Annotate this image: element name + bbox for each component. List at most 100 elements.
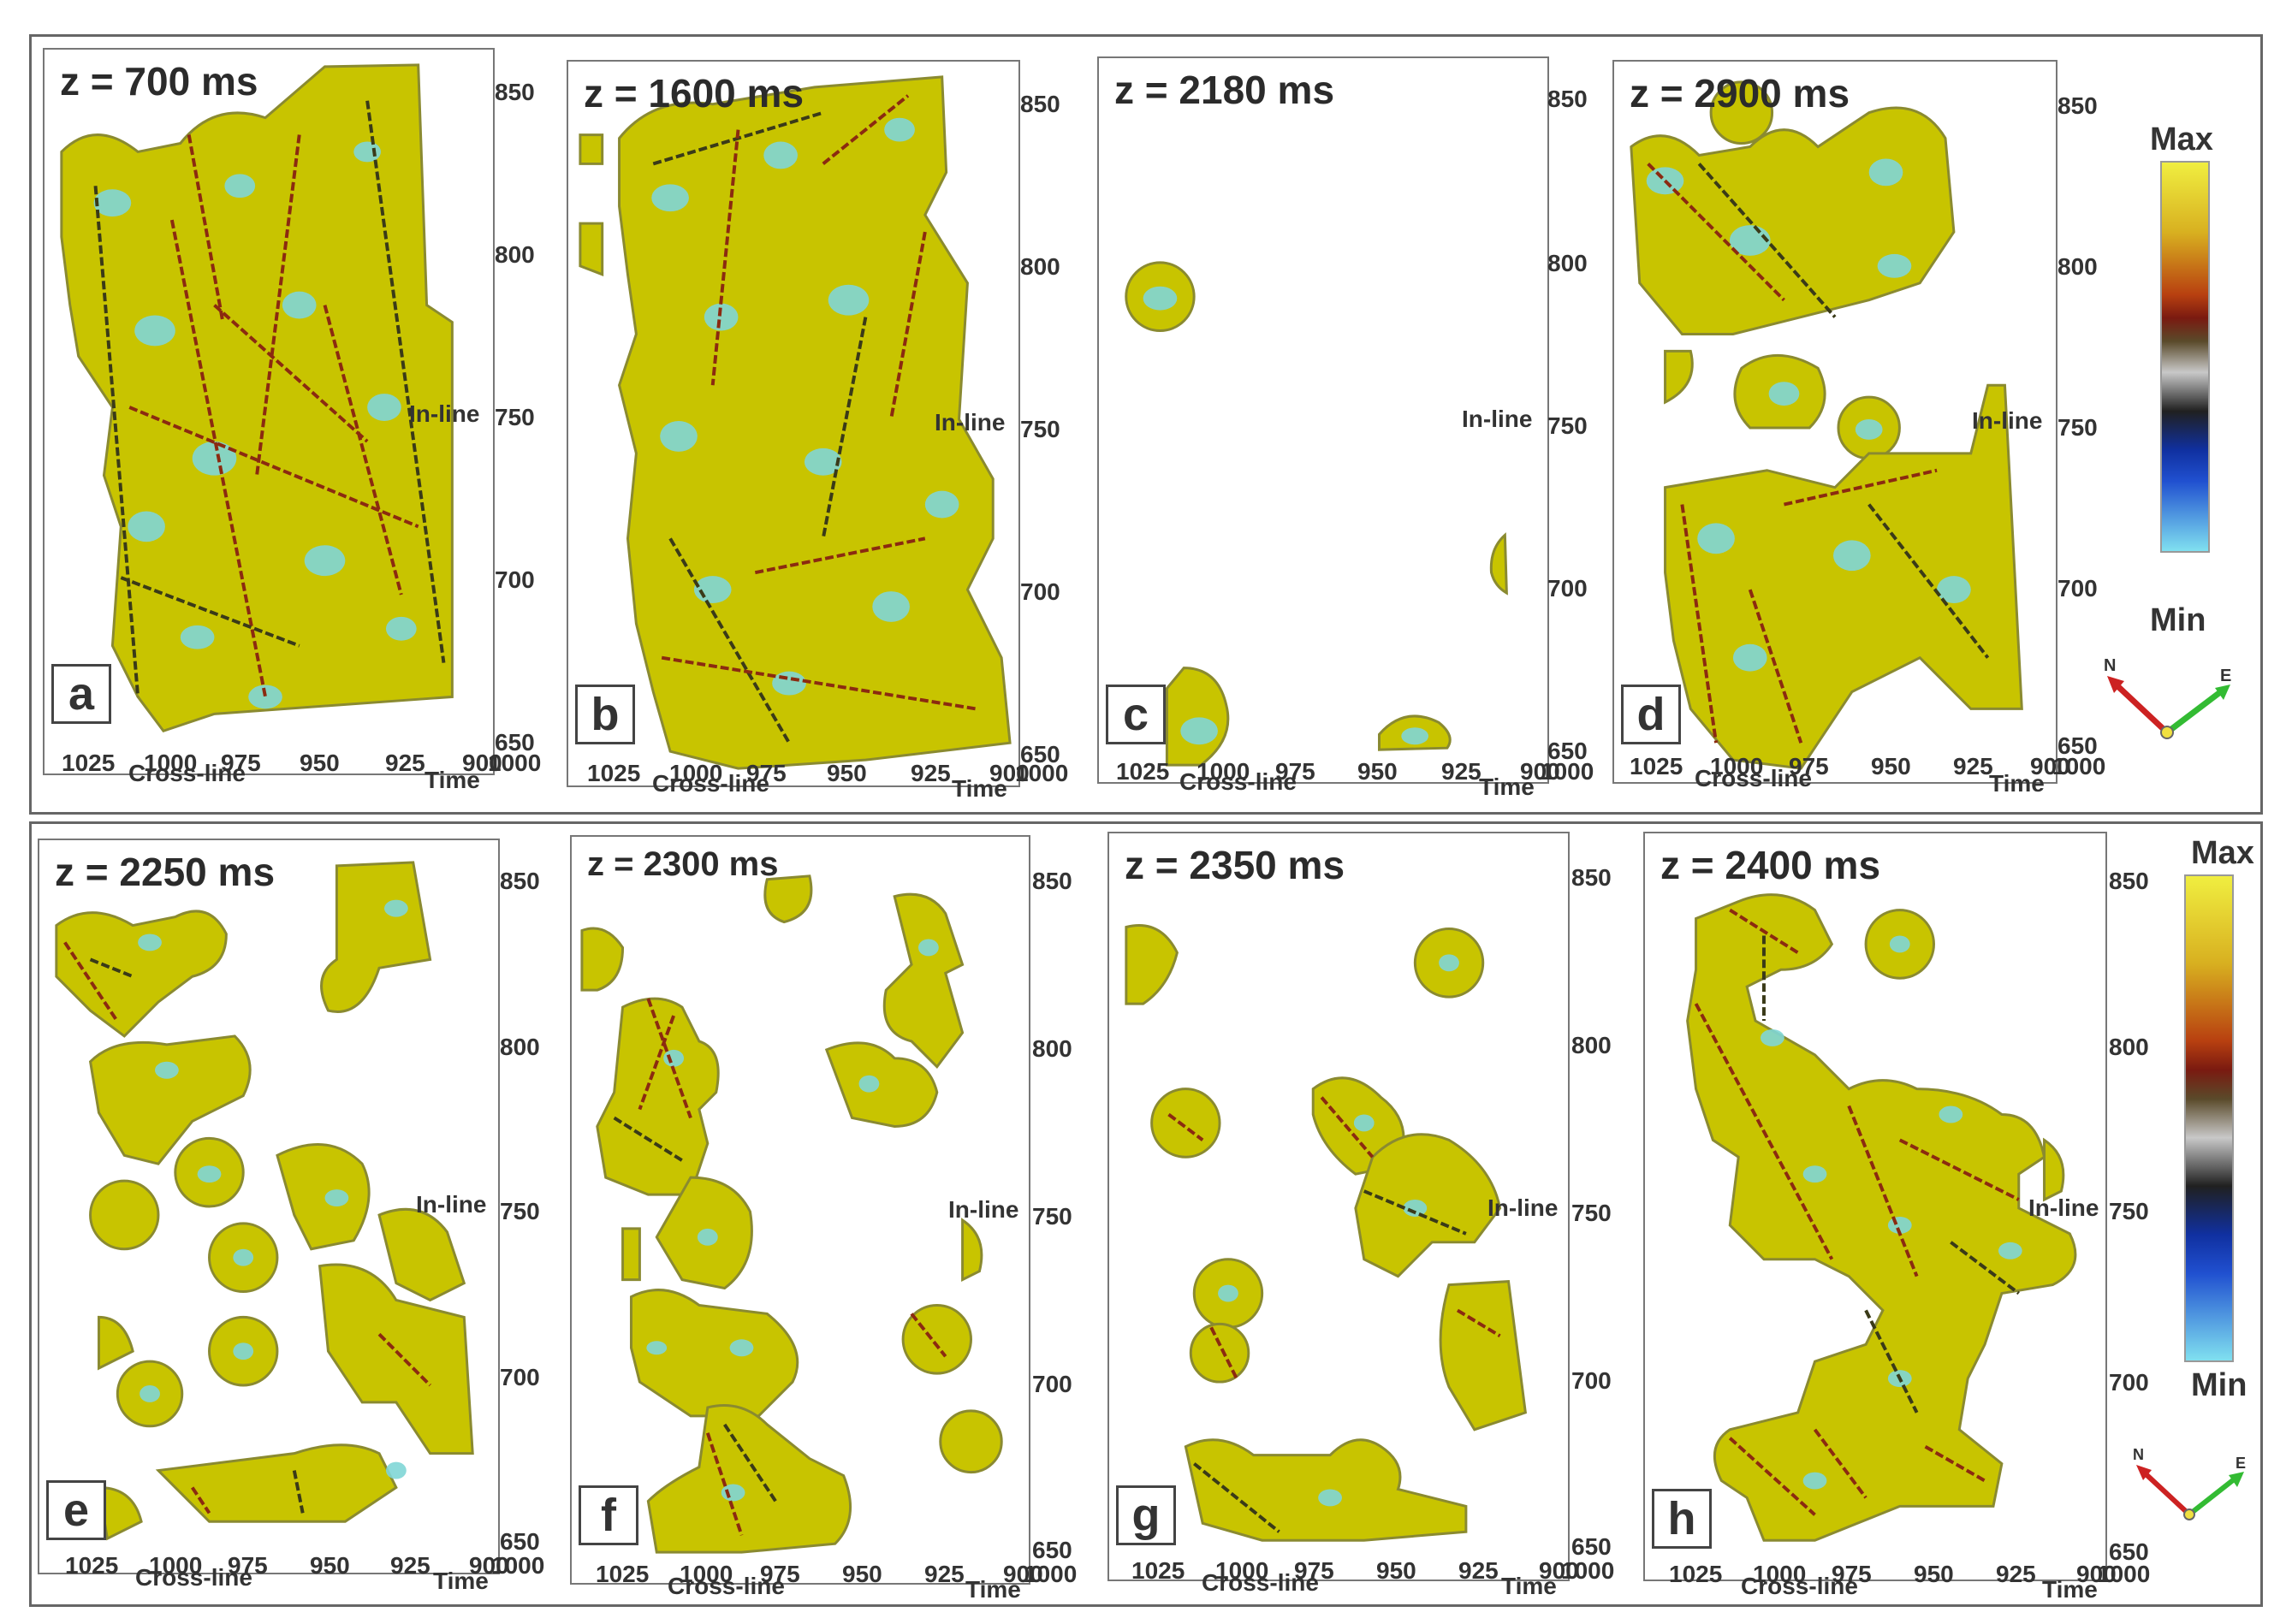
low-value-spot	[1802, 1472, 1827, 1490]
low-value-spot	[1802, 1165, 1827, 1183]
y-tick: 850	[2057, 92, 2098, 119]
time-axis-label: Time	[1989, 770, 2045, 797]
x-tick: 925	[924, 1561, 965, 1587]
low-value-spot	[154, 1061, 179, 1079]
fault-line	[128, 406, 419, 529]
inline-axis-label: In-line	[1462, 406, 1533, 432]
y-tick: 850	[1571, 864, 1612, 891]
panel-title: z = 700 ms	[60, 59, 258, 104]
low-value-spot	[828, 284, 870, 316]
panel-a: z = 700 ms a	[43, 48, 495, 775]
fault-line	[1813, 1428, 1867, 1499]
panel-letter: d	[1621, 685, 1681, 744]
fault-line	[377, 1332, 431, 1387]
x-tick: 900	[1520, 758, 1560, 785]
low-value-spot	[729, 1339, 754, 1357]
crossline-axis-label: Cross-line	[668, 1573, 785, 1599]
low-value-spot	[917, 939, 939, 957]
low-value-spot	[1998, 1242, 2022, 1259]
x-tick: 900	[462, 750, 502, 776]
fault-line	[323, 305, 403, 596]
low-value-spot	[1833, 540, 1871, 572]
x-tick: 1025	[1630, 753, 1683, 779]
y-tick: 750	[495, 404, 535, 430]
low-value-spot	[1768, 382, 1800, 406]
low-value-spot	[804, 447, 842, 476]
panel-f: z = 2300 ms f	[570, 835, 1030, 1585]
fault-line	[1363, 1189, 1467, 1236]
attribute-region	[961, 1218, 983, 1283]
low-value-spot	[1218, 1284, 1238, 1302]
inline-axis-label: In-line	[935, 409, 1006, 436]
attribute-region	[1354, 1133, 1502, 1278]
y-tick: 650	[2109, 1538, 2149, 1565]
attribute-region	[824, 1041, 939, 1128]
low-value-spot	[128, 511, 165, 542]
x-tick: 900	[1539, 1557, 1579, 1584]
y-tick: 850	[500, 868, 540, 894]
attribute-region	[580, 927, 625, 992]
fault-line	[1950, 1241, 2020, 1295]
y-tick: 650	[1020, 741, 1060, 768]
low-value-spot	[693, 576, 732, 604]
y-tick: 800	[500, 1034, 540, 1060]
fault-lineaments	[93, 100, 446, 697]
attribute-region	[1489, 532, 1508, 596]
low-value-spot	[1697, 523, 1735, 554]
map-c	[1125, 261, 1508, 767]
low-value-spot	[1939, 1105, 1963, 1123]
fault-line	[1694, 1003, 1834, 1260]
fault-line	[889, 231, 927, 420]
attribute-region	[621, 1227, 641, 1282]
x-tick: 950	[310, 1552, 350, 1579]
fault-line	[723, 1423, 777, 1502]
y-tick: 800	[1571, 1032, 1612, 1058]
time-axis-label: Time	[425, 767, 480, 793]
y-tick: 650	[495, 729, 535, 756]
low-value-spot	[1855, 419, 1883, 440]
low-value-spot	[924, 490, 959, 519]
low-value-spot	[1353, 1114, 1375, 1132]
y-tick: 700	[1020, 578, 1060, 605]
y-tick: 750	[1547, 412, 1588, 439]
inline-axis-label: In-line	[948, 1196, 1019, 1223]
x-tick-overlap: 1000	[2097, 1561, 2151, 1587]
attribute-blobs	[1686, 893, 2077, 1542]
y-tick: 700	[1571, 1367, 1612, 1394]
fault-line	[705, 1432, 744, 1536]
fault-line	[255, 134, 301, 476]
x-tick: 950	[1376, 1557, 1416, 1584]
time-axis-label: Time	[433, 1568, 489, 1594]
fault-line	[646, 998, 692, 1119]
crossline-axis-label: Cross-line	[1202, 1569, 1319, 1596]
inline-axis-label: In-line	[416, 1191, 487, 1218]
attribute-region	[320, 861, 432, 1013]
y-tick: 850	[495, 79, 535, 105]
y-tick: 850	[1020, 91, 1060, 117]
y-tick: 800	[1032, 1035, 1072, 1062]
x-tick: 1000	[680, 1561, 733, 1587]
low-value-spot	[1143, 286, 1178, 311]
attribute-region	[97, 1315, 134, 1371]
x-tick-overlap: 1000	[2052, 753, 2106, 779]
crossline-axis-label: Cross-line	[652, 770, 769, 797]
compass-icon: N E	[2133, 1446, 2246, 1520]
x-tick: 1000	[144, 750, 198, 776]
low-value-spot	[248, 685, 282, 709]
map-f	[580, 874, 1003, 1554]
time-axis-label: Time	[952, 775, 1007, 802]
map-e	[55, 861, 474, 1541]
fault-line	[1456, 1308, 1501, 1338]
x-tick: 1000	[149, 1552, 203, 1579]
x-tick: 925	[1458, 1557, 1499, 1584]
y-tick: 650	[1032, 1537, 1072, 1563]
y-tick: 800	[495, 241, 535, 268]
fault-lineaments	[1694, 908, 2020, 1516]
fault-line	[1847, 1105, 1919, 1277]
x-tick-overlap: 1000	[491, 1552, 545, 1579]
fault-lineaments	[1647, 163, 1990, 744]
attribute-region	[97, 1485, 143, 1541]
fault-line	[1748, 589, 1803, 744]
x-tick: 925	[385, 750, 425, 776]
compass-north-label: N	[2133, 1446, 2144, 1463]
